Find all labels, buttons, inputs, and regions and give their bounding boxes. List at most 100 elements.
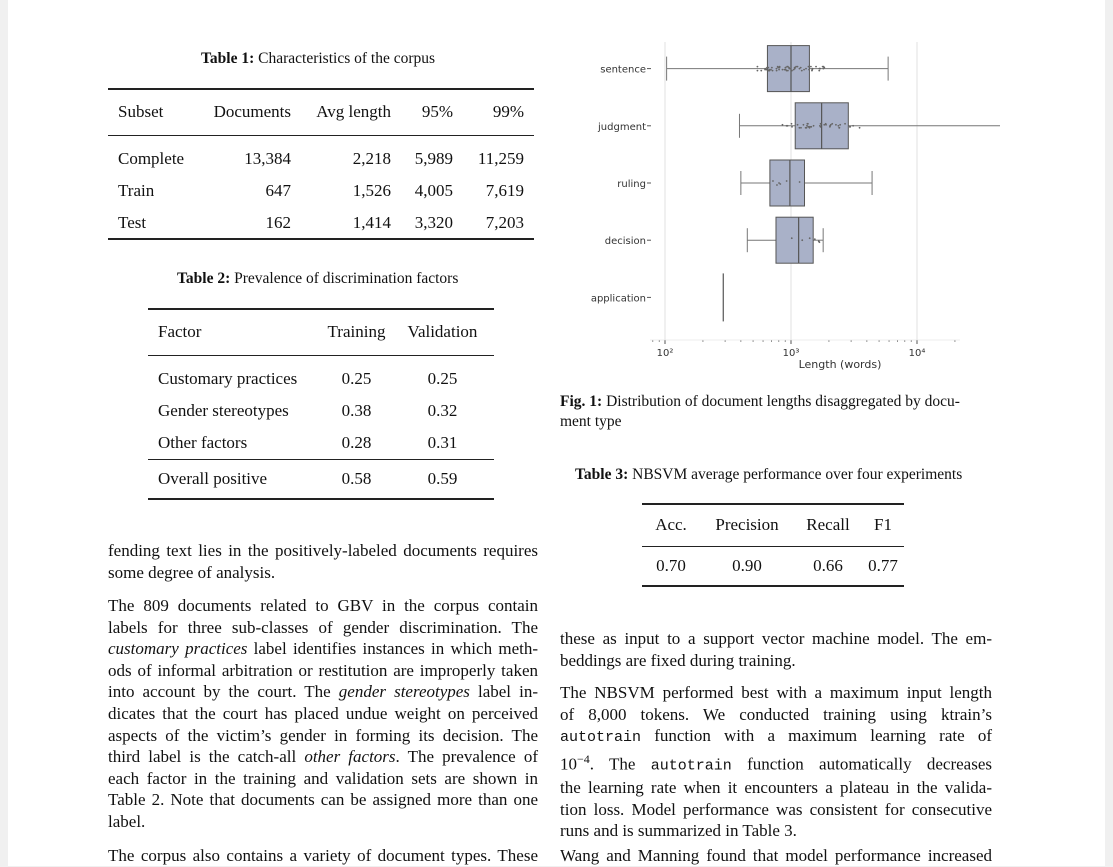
sample-point <box>778 65 781 68</box>
sample-point <box>783 68 786 71</box>
text-run: function with a maximum learning rate of <box>641 726 992 746</box>
table1-label: Table 1: <box>201 50 255 67</box>
x-axis-label: Length (words) <box>799 358 882 371</box>
text-run: . The <box>589 754 651 774</box>
text-line: some degree of analysis. <box>108 562 276 582</box>
table2-total-row: Overall positive 0.58 0.59 <box>148 459 494 499</box>
text-line: autotrain function with a maximum learni… <box>560 725 992 749</box>
text-run: labels for three sub-classes of gender d… <box>108 617 538 637</box>
table-cell: 0.25 <box>427 369 458 388</box>
sample-point <box>777 66 780 69</box>
table-cell: 0.90 <box>732 555 762 575</box>
text-run: runs and is summarized in Table 3. <box>560 821 797 841</box>
sample-point <box>858 126 861 129</box>
sample-point <box>756 69 759 72</box>
sample-point <box>800 126 802 129</box>
table-cell: 3,320 <box>414 212 453 232</box>
right-paragraph-1: these as input to a support vector machi… <box>560 628 992 671</box>
sample-point <box>823 123 826 126</box>
sample-point <box>790 122 793 125</box>
table-cell: Complete <box>118 149 185 168</box>
sample-point <box>798 181 801 183</box>
text-line: aspects of the victim’s gender in formin… <box>108 725 538 747</box>
table-row: Complete 13,384 2,218 5,989 11,259 <box>108 135 534 175</box>
sample-point <box>798 126 801 129</box>
box-sentence <box>666 45 889 93</box>
sample-point <box>819 122 822 125</box>
table3-header-cell: Acc. <box>655 515 687 535</box>
sample-point <box>807 65 810 68</box>
sample-point <box>789 67 792 70</box>
text-line: The NBSVM performed best with a maximum … <box>560 682 992 704</box>
text-run: of 8,000 tokens. We conducted training u… <box>560 704 992 724</box>
text-line: of 8,000 tokens. We conducted training u… <box>560 704 992 726</box>
text-run: ods of informal arbitration or restituti… <box>108 660 538 680</box>
sample-point <box>800 69 803 72</box>
sample-point <box>819 67 822 70</box>
text-run: aspects of the victim’s gender in formin… <box>108 725 538 745</box>
table-row: Other factors 0.28 0.31 <box>148 427 494 459</box>
table-cell: 5,989 <box>414 149 453 168</box>
text-line: The corpus also contains a variety of do… <box>108 846 538 865</box>
sample-point <box>808 237 811 240</box>
left-paragraph-2: The 809 documents related to GBV in the … <box>108 595 538 833</box>
sample-point <box>784 66 787 69</box>
sample-point <box>791 125 793 128</box>
text-run: dicates that the court has placed undue … <box>108 703 538 723</box>
table-cell: 0.59 <box>427 468 458 488</box>
sample-point <box>824 122 827 125</box>
sample-point <box>835 123 837 126</box>
sample-point <box>764 67 767 70</box>
table1-header-cell: 95% <box>421 102 453 122</box>
text-line: third label is the catch-all other facto… <box>108 746 538 768</box>
table-cell: 2,218 <box>352 149 391 168</box>
sample-point <box>775 69 778 72</box>
sample-point <box>760 69 763 72</box>
table-cell: Overall positive <box>158 468 268 488</box>
box-iqr <box>775 216 814 264</box>
figure1-boxplot: 10² 10³ 10⁴ sentence judgment ruling decision a… <box>591 42 1000 371</box>
text-line: label. <box>108 811 538 833</box>
sample-point <box>766 66 768 69</box>
text-line: The 809 documents related to GBV in the … <box>108 595 538 617</box>
sample-point <box>831 122 834 125</box>
sample-point <box>776 184 778 186</box>
sample-point <box>818 69 821 72</box>
text-line: each factor in the training and validati… <box>108 768 538 790</box>
table3-header-cell: F1 <box>874 515 892 535</box>
table3-header-cell: Precision <box>715 515 779 535</box>
text-run: . The prevalence of <box>395 747 538 767</box>
sample-point <box>778 182 780 184</box>
table3-header-row: Acc. Precision Recall F1 <box>642 504 904 546</box>
table-cell: 0.31 <box>427 432 458 452</box>
sample-point <box>805 67 807 70</box>
y-tick-label: sentence <box>600 65 646 76</box>
sample-point <box>795 65 798 68</box>
sample-point <box>822 65 825 68</box>
sample-point <box>781 123 784 126</box>
text-run: label. <box>108 811 146 831</box>
table3-title: NBSVM average performance over four expe… <box>632 466 963 483</box>
text-line: Wang and Manning found that model perfor… <box>560 846 992 865</box>
sample-point <box>796 123 799 126</box>
right-paragraph-3: Wang and Manning found that model perfor… <box>560 845 992 867</box>
text-line: customary practices label identifies ins… <box>108 638 538 660</box>
table-row: Customary practices 0.25 0.25 <box>148 355 494 395</box>
text-line: runs and is summarized in Table 3. <box>560 820 992 842</box>
sample-point <box>829 125 831 128</box>
box-iqr <box>769 159 806 207</box>
table-cell: Customary practices <box>158 369 298 388</box>
text-run: the learning rate when it encounters a p… <box>560 778 992 798</box>
sample-point <box>805 126 808 129</box>
table1-caption: Table 1: Characteristics of the corpus <box>201 50 435 68</box>
text-line: ods of informal arbitration or restituti… <box>108 660 538 682</box>
italic-term: other factors <box>304 747 396 767</box>
table-cell: 162 <box>265 212 292 232</box>
y-tick-label: application <box>591 293 646 304</box>
table-cell: Gender stereotypes <box>158 401 289 420</box>
text-line: dicates that the court has placed undue … <box>108 703 538 725</box>
table-cell: 0.70 <box>656 555 686 575</box>
code-term: autotrain <box>560 729 642 747</box>
sample-point <box>770 66 773 69</box>
sample-point <box>796 65 799 68</box>
